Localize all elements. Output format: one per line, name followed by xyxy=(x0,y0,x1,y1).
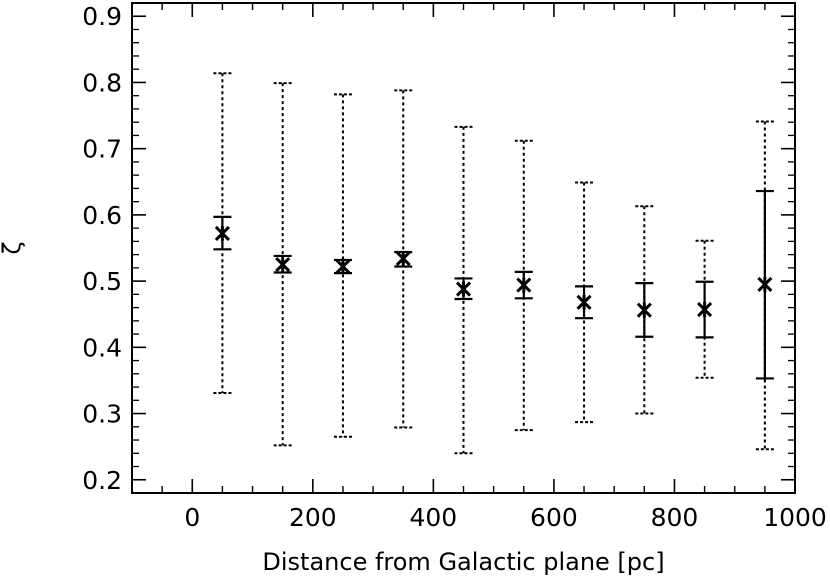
x-tick-label: 1000 xyxy=(763,503,827,532)
y-axis-label: ζ xyxy=(0,241,26,254)
ticks-layer: 0 200 400 600 800 1000 0.2 0.3 0.4 0.5 0.6 0.7 0.8 0.… xyxy=(82,2,827,532)
data-point xyxy=(275,256,291,273)
data-point xyxy=(335,258,351,275)
data-points-layer xyxy=(214,225,773,318)
error-bars-layer xyxy=(213,72,774,455)
y-tick-label: 0.5 xyxy=(82,267,122,296)
y-tick-label: 0.4 xyxy=(82,333,122,362)
x-tick-label: 800 xyxy=(651,503,699,532)
data-point xyxy=(636,302,652,318)
x-axis-label: Distance from Galactic plane [pc] xyxy=(262,548,664,576)
data-point xyxy=(757,276,773,292)
x-tick-label: 400 xyxy=(410,503,458,532)
y-tick-label: 0.9 xyxy=(82,2,122,31)
y-tick-label: 0.7 xyxy=(82,135,122,164)
data-point xyxy=(214,225,230,241)
x-tick-label: 600 xyxy=(530,503,578,532)
y-tick-label: 0.8 xyxy=(82,68,122,97)
data-point xyxy=(576,294,592,310)
x-tick-label: 0 xyxy=(184,503,200,532)
y-tick-label: 0.2 xyxy=(82,466,122,495)
data-point xyxy=(455,281,472,297)
y-tick-label: 0.3 xyxy=(82,400,122,429)
y-tick-label: 0.6 xyxy=(82,201,122,230)
data-point xyxy=(395,251,411,267)
data-point xyxy=(516,277,532,293)
data-point xyxy=(697,302,713,318)
x-tick-label: 200 xyxy=(289,503,337,532)
